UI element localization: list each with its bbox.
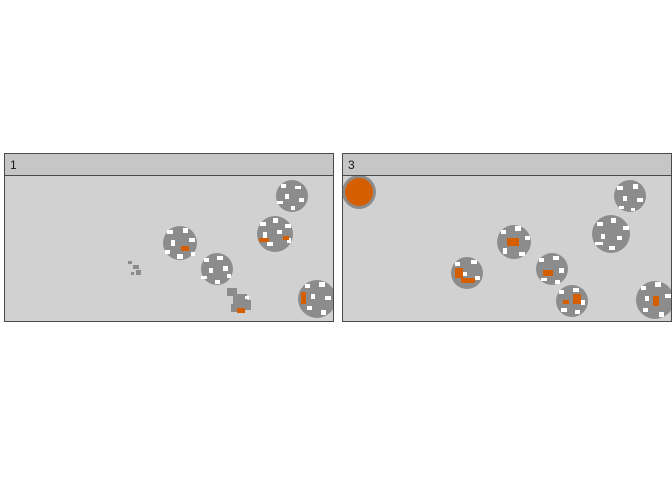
facet-strip-1: 1	[4, 153, 334, 176]
cell-blob-5	[227, 288, 251, 313]
cell-blob-8	[497, 225, 531, 259]
cell-blob-7	[614, 180, 646, 212]
cell-blob-6	[298, 280, 333, 318]
facet-strip-label-3: 3	[348, 158, 355, 172]
cell-blob-10	[451, 257, 483, 289]
facet-plot-area-1	[4, 176, 334, 322]
facet-plot-svg-3	[343, 176, 671, 319]
cell-blob-13	[636, 281, 671, 319]
cell-blob-1	[276, 180, 308, 212]
facet-strip-3: 3	[342, 153, 672, 176]
cell-fragment-1	[128, 261, 141, 275]
facet-panel-3: 3	[342, 153, 672, 322]
cell-blob-2	[163, 226, 197, 260]
cell-blob-4	[201, 253, 233, 285]
cell-blob-orange-solid	[343, 176, 376, 209]
cell-blob-12	[556, 285, 588, 317]
facet-plot-svg-1	[128, 180, 333, 318]
cell-blob-11	[536, 253, 568, 285]
facet-plot-area-3	[342, 176, 672, 322]
cell-blob-9	[592, 215, 630, 253]
cell-blob-3	[257, 216, 293, 252]
facet-strip-label-1: 1	[10, 158, 17, 172]
facet-panel-1: 1	[4, 153, 334, 322]
